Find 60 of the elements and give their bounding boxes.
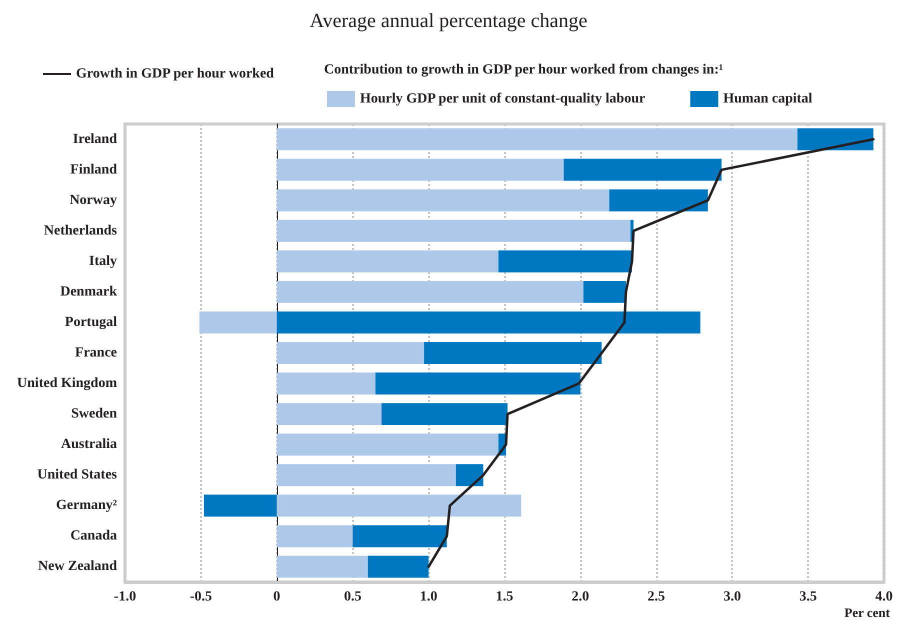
bar bbox=[498, 250, 632, 272]
legend-title: Contribution to growth in GDP per hour worked from changes in:¹ bbox=[324, 62, 724, 78]
bar bbox=[276, 280, 584, 303]
bar bbox=[276, 250, 498, 272]
x-tick-label: 0.5 bbox=[344, 590, 362, 604]
x-tick-label: 3.0 bbox=[723, 590, 741, 604]
bar bbox=[199, 311, 277, 334]
x-tick-label: 3.5 bbox=[799, 590, 817, 604]
y-tick-label: Sweden bbox=[71, 406, 118, 422]
bar bbox=[276, 128, 798, 150]
x-tick-label: 1.0 bbox=[420, 590, 438, 604]
bar bbox=[276, 464, 456, 486]
x-tick-label: 2.0 bbox=[572, 590, 590, 604]
x-axis-title: Per cent bbox=[844, 605, 891, 620]
legend-label: Human capital bbox=[723, 92, 812, 106]
bar bbox=[276, 525, 353, 548]
bar bbox=[368, 556, 429, 578]
chart-subtitle: Average annual percentage change bbox=[310, 10, 588, 32]
y-tick-label: Australia bbox=[61, 437, 117, 452]
y-tick-label: France bbox=[75, 346, 117, 360]
bar bbox=[276, 556, 368, 578]
bar bbox=[276, 220, 630, 242]
y-tick-label: Canada bbox=[70, 528, 117, 544]
bar bbox=[456, 464, 484, 486]
bar bbox=[276, 494, 522, 517]
legend-label: Growth in GDP per hour worked bbox=[76, 66, 274, 82]
y-tick-label: Germany² bbox=[56, 498, 117, 514]
x-tick-label: -1.0 bbox=[114, 590, 136, 604]
x-tick-label: -0.5 bbox=[190, 590, 212, 604]
bar bbox=[352, 525, 447, 548]
bar bbox=[276, 434, 498, 456]
bar bbox=[276, 403, 382, 426]
bar bbox=[564, 158, 722, 181]
y-tick-label: United Kingdom bbox=[17, 376, 118, 392]
bar bbox=[276, 311, 700, 334]
bar bbox=[424, 342, 602, 364]
bar bbox=[276, 342, 424, 364]
bar bbox=[583, 280, 626, 303]
y-tick-label: Norway bbox=[70, 192, 117, 208]
bar bbox=[609, 189, 708, 212]
bar bbox=[797, 128, 874, 150]
x-tick-label: 1.5 bbox=[496, 590, 514, 604]
y-tick-label: United States bbox=[37, 468, 118, 483]
y-tick-label: Italy bbox=[89, 254, 117, 269]
y-tick-label: Portugal bbox=[64, 314, 118, 330]
x-tick-label: 2.5 bbox=[648, 590, 666, 604]
bar bbox=[276, 158, 564, 181]
y-tick-label: Denmark bbox=[60, 284, 118, 300]
bar bbox=[276, 189, 610, 212]
bar bbox=[375, 372, 580, 395]
x-tick-label: 4.0 bbox=[875, 590, 893, 604]
y-tick-label: Ireland bbox=[72, 132, 118, 147]
y-tick-label: Netherlands bbox=[44, 223, 118, 238]
y-tick-label: New Zealand bbox=[38, 559, 118, 574]
x-tick-label: 0 bbox=[273, 590, 280, 604]
bar bbox=[204, 494, 277, 517]
y-tick-label: Finland bbox=[70, 162, 118, 178]
bar bbox=[276, 372, 376, 395]
bar bbox=[382, 403, 508, 426]
legend-label: Hourly GDP per unit of constant-quality labour bbox=[360, 92, 646, 106]
